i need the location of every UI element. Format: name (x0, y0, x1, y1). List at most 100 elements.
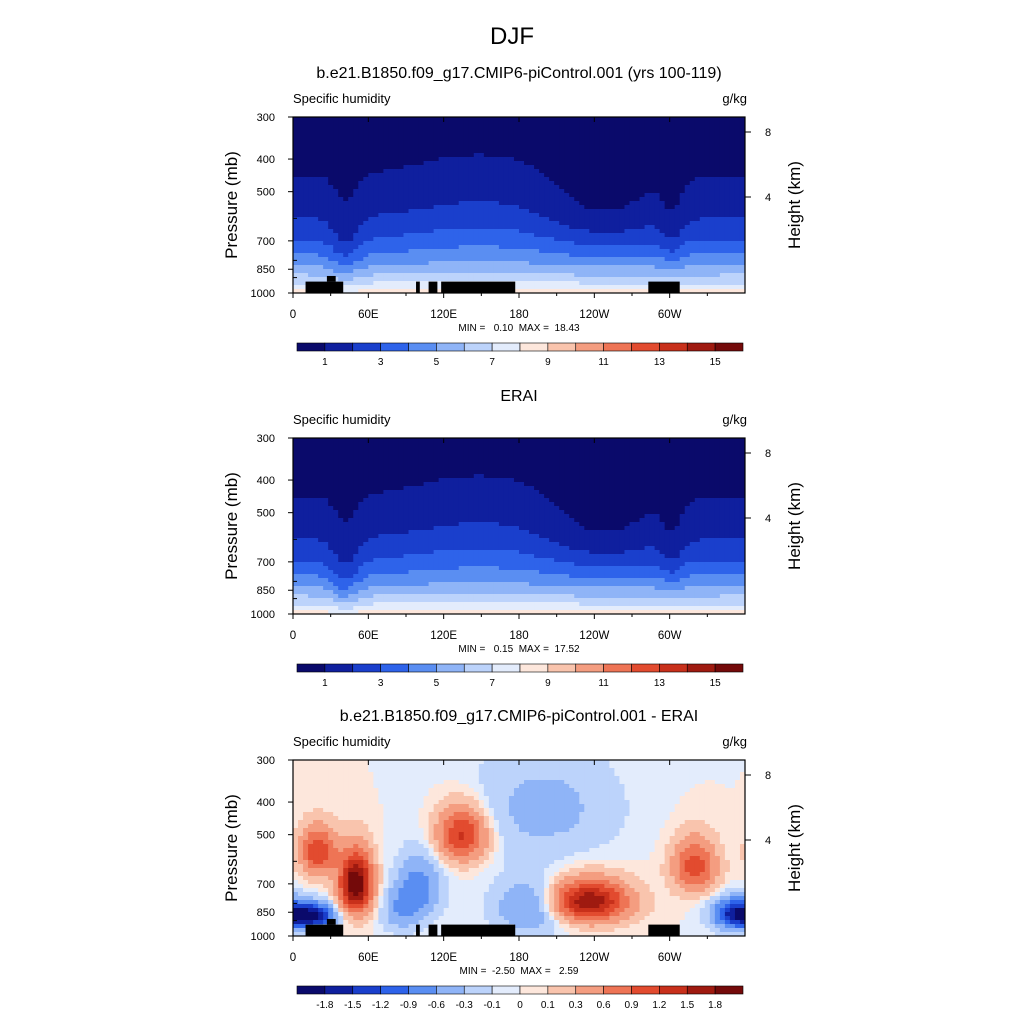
x-tick-label: 120W (579, 630, 609, 642)
x-tick-label: 0 (290, 952, 296, 964)
colorbar-box (436, 342, 465, 352)
colorbar-box (463, 985, 493, 995)
units-label: g/kg (722, 412, 747, 427)
colorbar-label: 3 (378, 357, 384, 368)
colorbar-box (547, 663, 577, 673)
colorbar-box (519, 342, 549, 352)
y-right-tick-label: 8 (765, 770, 771, 782)
colorbar-box (491, 342, 521, 352)
colorbar-box (714, 342, 744, 352)
colorbar-box (380, 985, 409, 995)
colorbar-label: 11 (598, 678, 609, 689)
colorbar-label: 7 (489, 678, 495, 689)
topography-block (326, 275, 336, 282)
y-tick-label: 500 (257, 187, 275, 199)
colorbar-box (603, 985, 632, 995)
y-tick-label: 400 (257, 154, 275, 166)
x-tick-label: 0 (290, 309, 296, 321)
x-tick-label: 180 (509, 309, 528, 321)
colorbar-label: 15 (710, 357, 722, 368)
y-tick-label: 300 (257, 433, 275, 445)
colorbar-label: -0.3 (456, 1000, 474, 1011)
colorbar-label: -0.6 (428, 1000, 446, 1011)
x-tick-label: 60W (658, 952, 682, 964)
panel-1: b.e21.B1850.f09_g17.CMIP6-piControl.001 … (222, 65, 804, 368)
colorbar-box (296, 985, 326, 995)
colorbar-label: 13 (654, 678, 666, 689)
colorbar-label: 1.5 (680, 1000, 694, 1011)
colorbar-box (603, 342, 632, 352)
colorbar-label: 9 (545, 357, 551, 368)
colorbar-box (519, 985, 549, 995)
colorbar-label: -1.2 (372, 1000, 390, 1011)
panel-3: b.e21.B1850.f09_g17.CMIP6-piControl.001 … (222, 708, 804, 1011)
variable-label: Specific humidity (293, 734, 391, 749)
units-label: g/kg (722, 734, 747, 749)
variable-label: Specific humidity (293, 91, 391, 106)
colorbar-box (603, 663, 632, 673)
colorbar-box (352, 663, 381, 673)
min-max-text: MIN = -2.50 MAX = 2.59 (460, 966, 579, 977)
panel-title: b.e21.B1850.f09_g17.CMIP6-piControl.001 … (316, 65, 721, 82)
colorbar-box (324, 342, 354, 352)
colorbar-box (352, 342, 381, 352)
colorbar-box (296, 663, 326, 673)
topography-block (416, 281, 420, 293)
colorbar-box (463, 342, 493, 352)
colorbar-box (491, 663, 521, 673)
x-tick-label: 0 (290, 630, 296, 642)
colorbar-label: 15 (710, 678, 722, 689)
panel-title: ERAI (500, 388, 537, 405)
colorbar-label: 0.3 (569, 1000, 583, 1011)
x-tick-label: 60E (358, 952, 379, 964)
colorbar-label: -1.8 (316, 1000, 334, 1011)
topography-block (441, 924, 516, 936)
colorbar: 1 3 5 7 9 11 13 15 (296, 663, 744, 689)
x-tick-label: 120E (430, 952, 457, 964)
x-tick-label: 180 (509, 630, 528, 642)
colorbar-box (380, 663, 409, 673)
colorbar-box (463, 663, 493, 673)
colorbar-box (436, 985, 465, 995)
colorbar-label: 0.6 (597, 1000, 611, 1011)
topography-block (416, 924, 420, 936)
colorbar-box (575, 985, 604, 995)
y-axis-right-label: Height (km) (785, 161, 804, 249)
colorbar-box (686, 342, 716, 352)
colorbar-label: -0.1 (484, 1000, 502, 1011)
y-tick-label: 700 (257, 879, 275, 891)
colorbar-box (519, 663, 549, 673)
topography-block (305, 281, 344, 293)
topography-block (428, 924, 438, 936)
colorbar-box (575, 342, 604, 352)
colorbar-label: 5 (434, 678, 440, 689)
units-label: g/kg (722, 91, 747, 106)
y-right-tick-label: 4 (765, 835, 771, 847)
plot-field (293, 760, 745, 936)
colorbar-label: 3 (378, 678, 384, 689)
x-tick-label: 120W (579, 309, 609, 321)
y-tick-label: 700 (257, 236, 275, 248)
y-tick-label: 1000 (251, 931, 275, 943)
colorbar-box (631, 663, 660, 673)
x-tick-label: 60E (358, 309, 379, 321)
colorbar-label: -1.5 (344, 1000, 362, 1011)
y-tick-label: 700 (257, 557, 275, 569)
topography-block (648, 281, 680, 293)
y-tick-label: 850 (257, 907, 275, 919)
colorbar-label: 0 (517, 1000, 523, 1011)
y-axis-right-label: Height (km) (785, 804, 804, 892)
colorbar-label: 13 (654, 357, 666, 368)
plot-field (293, 438, 745, 614)
colorbar-box (631, 342, 660, 352)
y-tick-label: 500 (257, 508, 275, 520)
y-axis-label: Pressure (mb) (222, 472, 241, 580)
y-axis-label: Pressure (mb) (222, 151, 241, 259)
topography (305, 275, 680, 293)
colorbar-label: 1 (322, 357, 328, 368)
topography-block (648, 924, 680, 936)
colorbar-label: 0.1 (541, 1000, 555, 1011)
y-tick-label: 1000 (251, 288, 275, 300)
colorbar-box (408, 663, 437, 673)
